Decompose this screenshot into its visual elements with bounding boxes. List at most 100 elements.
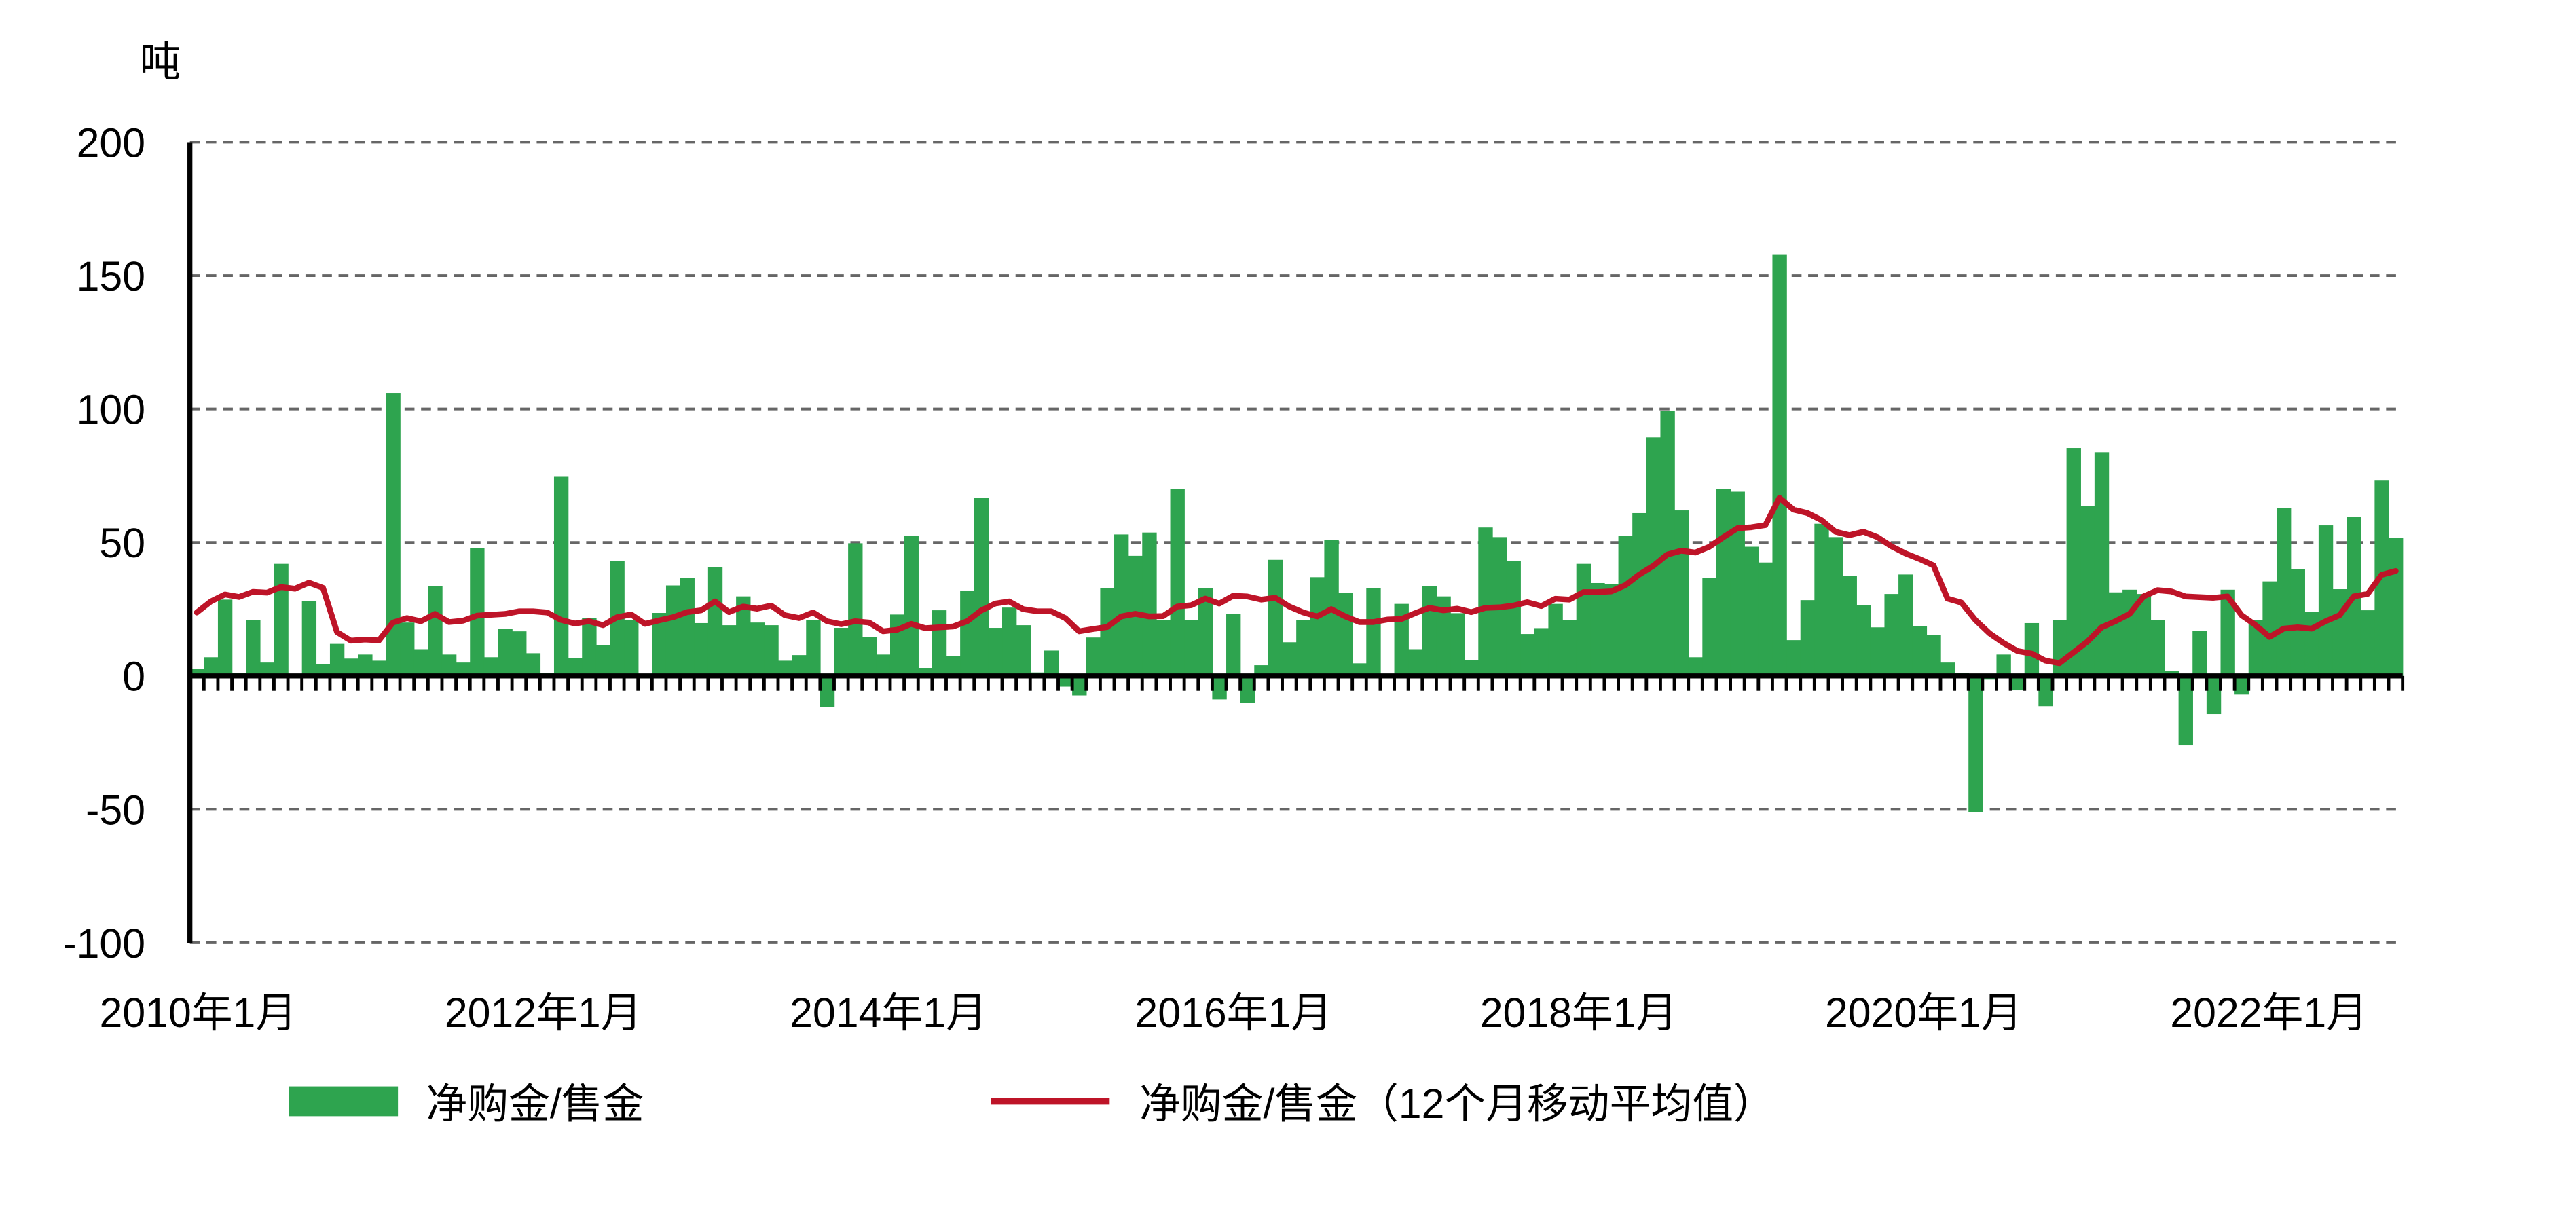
y-tick-label: -100 bbox=[62, 920, 145, 967]
bar bbox=[1926, 635, 1941, 676]
bar bbox=[918, 668, 933, 676]
bar bbox=[582, 618, 597, 676]
bar bbox=[1408, 649, 1423, 676]
bar bbox=[792, 655, 807, 676]
bar bbox=[1226, 614, 1241, 676]
bar bbox=[1842, 576, 1857, 676]
bar bbox=[1002, 607, 1017, 676]
bar bbox=[652, 613, 667, 676]
bar bbox=[1898, 574, 1913, 676]
bar bbox=[1268, 559, 1283, 676]
bar bbox=[2178, 675, 2193, 746]
y-tick-label: 200 bbox=[77, 119, 145, 166]
x-tick-label: 2018年1月 bbox=[1480, 990, 1678, 1036]
bar bbox=[1198, 588, 1213, 676]
bar bbox=[1548, 603, 1563, 676]
bar bbox=[2389, 538, 2404, 676]
legend-swatch-bar bbox=[289, 1086, 399, 1117]
bar bbox=[665, 585, 681, 676]
bar bbox=[428, 586, 443, 676]
y-tick-label: 50 bbox=[99, 520, 145, 566]
axes bbox=[187, 142, 2405, 943]
moving-average-line bbox=[194, 495, 2399, 667]
bar bbox=[1506, 561, 1521, 676]
bar bbox=[707, 567, 723, 676]
bar bbox=[1632, 512, 1647, 676]
bar bbox=[1646, 437, 1661, 676]
bar bbox=[1716, 489, 1731, 676]
bar bbox=[386, 393, 401, 676]
bar bbox=[2122, 589, 2137, 676]
bar bbox=[1100, 588, 1115, 676]
bar bbox=[1520, 634, 1535, 676]
bar bbox=[371, 660, 387, 676]
bar bbox=[1562, 620, 1577, 676]
bar bbox=[217, 599, 233, 676]
bar-series bbox=[189, 254, 2404, 812]
bar bbox=[1478, 527, 1493, 676]
bar bbox=[483, 657, 499, 676]
bar bbox=[2248, 620, 2264, 676]
bar bbox=[2066, 448, 2081, 676]
bar bbox=[1814, 523, 1829, 676]
bar bbox=[358, 654, 373, 676]
bar bbox=[2304, 612, 2319, 676]
bar bbox=[736, 596, 751, 676]
x-tick-label: 2020年1月 bbox=[1825, 990, 2023, 1036]
bar bbox=[1072, 675, 1087, 696]
bar bbox=[1884, 594, 1899, 676]
moving-average-series bbox=[194, 495, 2399, 667]
bar bbox=[1590, 582, 1605, 676]
bar bbox=[2150, 620, 2165, 676]
bar bbox=[568, 658, 583, 676]
bar bbox=[1996, 654, 2011, 676]
bar bbox=[1870, 627, 1885, 676]
bar bbox=[344, 658, 358, 676]
bar bbox=[1366, 588, 1381, 676]
y-axis-unit-label: 吨 bbox=[140, 39, 181, 85]
bar bbox=[1758, 562, 1773, 676]
bar bbox=[750, 622, 765, 676]
bar bbox=[2080, 506, 2095, 676]
x-tick-label: 2022年1月 bbox=[2170, 990, 2368, 1036]
legend-label-line: 净购金/售金（12个月移动平均值） bbox=[1139, 1081, 1775, 1127]
bar bbox=[1618, 536, 1633, 676]
bar bbox=[259, 662, 275, 676]
bar bbox=[764, 625, 779, 676]
bar bbox=[1660, 410, 1675, 676]
bar bbox=[2234, 675, 2249, 695]
bar bbox=[1352, 663, 1367, 676]
bar bbox=[2206, 675, 2222, 715]
bar bbox=[1044, 650, 1059, 676]
bar bbox=[204, 657, 219, 676]
bar bbox=[2052, 620, 2067, 676]
x-axis-tick-labels: 2010年1月 2012年1月 2014年1月 2016年1月 2018年1月 2020年… bbox=[100, 990, 2368, 1036]
bar bbox=[274, 563, 289, 676]
bar bbox=[1114, 534, 1129, 676]
bar bbox=[470, 548, 485, 676]
bar bbox=[1730, 491, 1745, 676]
bar bbox=[1940, 662, 1955, 676]
bar bbox=[2276, 508, 2292, 676]
bar bbox=[1450, 613, 1465, 676]
bar bbox=[848, 543, 863, 676]
bar bbox=[1142, 532, 1157, 676]
x-tick-label: 2016年1月 bbox=[1135, 990, 1332, 1036]
bar bbox=[595, 645, 611, 676]
bar bbox=[1310, 577, 1325, 676]
bar bbox=[722, 625, 737, 676]
bar bbox=[2038, 675, 2053, 707]
bar bbox=[1184, 620, 1199, 676]
bar bbox=[1212, 675, 1227, 700]
bar bbox=[2094, 452, 2110, 676]
bar bbox=[2220, 589, 2235, 676]
bar bbox=[512, 631, 527, 676]
bar bbox=[2262, 581, 2277, 676]
bar bbox=[806, 620, 821, 676]
y-axis-tick-labels: 200 150 100 50 0 -50 -100 bbox=[62, 119, 145, 967]
bar bbox=[2108, 592, 2123, 676]
bar bbox=[1058, 675, 1073, 687]
bar bbox=[2024, 622, 2040, 676]
bar bbox=[1436, 596, 1451, 676]
